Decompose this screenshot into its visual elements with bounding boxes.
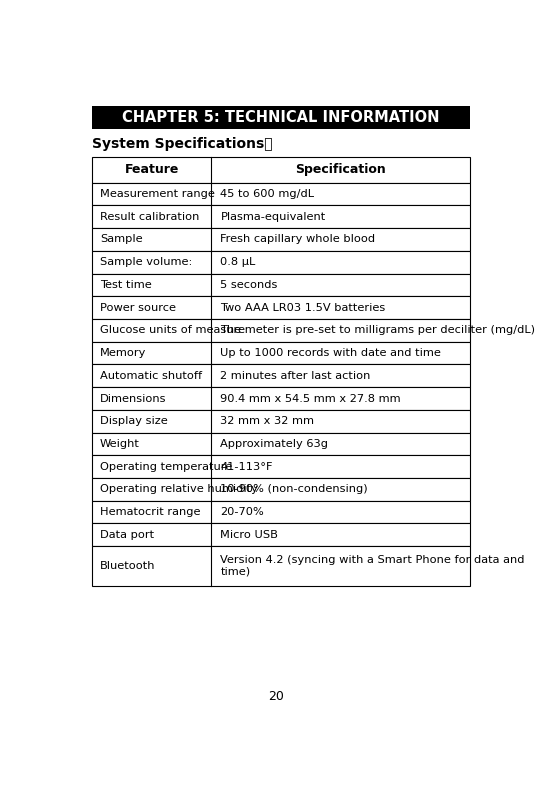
Text: Power source: Power source xyxy=(100,302,176,313)
Text: Sample: Sample xyxy=(100,235,143,244)
Text: Fresh capillary whole blood: Fresh capillary whole blood xyxy=(221,235,376,244)
Text: 45 to 600 mg/dL: 45 to 600 mg/dL xyxy=(221,189,315,199)
Text: Display size: Display size xyxy=(100,417,167,426)
Bar xyxy=(92,319,470,342)
Bar xyxy=(92,228,470,251)
Bar xyxy=(92,365,470,387)
Bar xyxy=(92,183,470,205)
Text: 41-113°F: 41-113°F xyxy=(221,462,273,472)
Text: The meter is pre-set to milligrams per deciliter (mg/dL): The meter is pre-set to milligrams per d… xyxy=(221,326,535,335)
Text: Data port: Data port xyxy=(100,530,154,539)
Text: 0.8 μL: 0.8 μL xyxy=(221,257,256,267)
Bar xyxy=(92,523,470,546)
Text: Result calibration: Result calibration xyxy=(100,211,199,222)
Text: 5 seconds: 5 seconds xyxy=(221,280,278,290)
Text: Feature: Feature xyxy=(124,163,179,176)
Text: Plasma-equivalent: Plasma-equivalent xyxy=(221,211,325,222)
Bar xyxy=(92,546,470,586)
Text: Specification: Specification xyxy=(295,163,386,176)
Bar xyxy=(92,106,470,128)
Bar xyxy=(92,500,470,523)
Text: CHAPTER 5: TECHNICAL INFORMATION: CHAPTER 5: TECHNICAL INFORMATION xyxy=(123,110,440,124)
Text: 20-70%: 20-70% xyxy=(221,507,264,517)
Text: Micro USB: Micro USB xyxy=(221,530,278,539)
Text: 2 minutes after last action: 2 minutes after last action xyxy=(221,371,371,381)
Bar xyxy=(92,251,470,274)
Text: Automatic shutoff: Automatic shutoff xyxy=(100,371,202,381)
Text: 90.4 mm x 54.5 mm x 27.8 mm: 90.4 mm x 54.5 mm x 27.8 mm xyxy=(221,393,401,404)
Bar xyxy=(92,387,470,410)
Text: Sample volume:: Sample volume: xyxy=(100,257,192,267)
Bar xyxy=(92,296,470,319)
Text: Operating relative humidity: Operating relative humidity xyxy=(100,484,258,495)
Bar xyxy=(92,456,470,478)
Text: Dimensions: Dimensions xyxy=(100,393,166,404)
Text: 20: 20 xyxy=(268,689,284,703)
Text: Bluetooth: Bluetooth xyxy=(100,561,155,571)
Bar xyxy=(92,274,470,296)
Text: Weight: Weight xyxy=(100,439,140,449)
Text: Glucose units of measure: Glucose units of measure xyxy=(100,326,245,335)
Bar xyxy=(92,156,470,183)
Text: Two AAA LR03 1.5V batteries: Two AAA LR03 1.5V batteries xyxy=(221,302,386,313)
Bar xyxy=(92,410,470,433)
Text: Hematocrit range: Hematocrit range xyxy=(100,507,200,517)
Text: Measurement range: Measurement range xyxy=(100,189,215,199)
Text: Up to 1000 records with date and time: Up to 1000 records with date and time xyxy=(221,348,441,358)
Text: System Specifications：: System Specifications： xyxy=(92,137,273,152)
Bar xyxy=(92,205,470,228)
Bar xyxy=(92,478,470,500)
Text: Approximately 63g: Approximately 63g xyxy=(221,439,329,449)
Bar xyxy=(92,342,470,365)
Text: Version 4.2 (syncing with a Smart Phone for data and
time): Version 4.2 (syncing with a Smart Phone … xyxy=(221,555,525,577)
Bar xyxy=(92,433,470,456)
Text: 10-90% (non-condensing): 10-90% (non-condensing) xyxy=(221,484,368,495)
Text: Test time: Test time xyxy=(100,280,152,290)
Text: Operating temperature: Operating temperature xyxy=(100,462,232,472)
Text: 32 mm x 32 mm: 32 mm x 32 mm xyxy=(221,417,315,426)
Text: Memory: Memory xyxy=(100,348,146,358)
